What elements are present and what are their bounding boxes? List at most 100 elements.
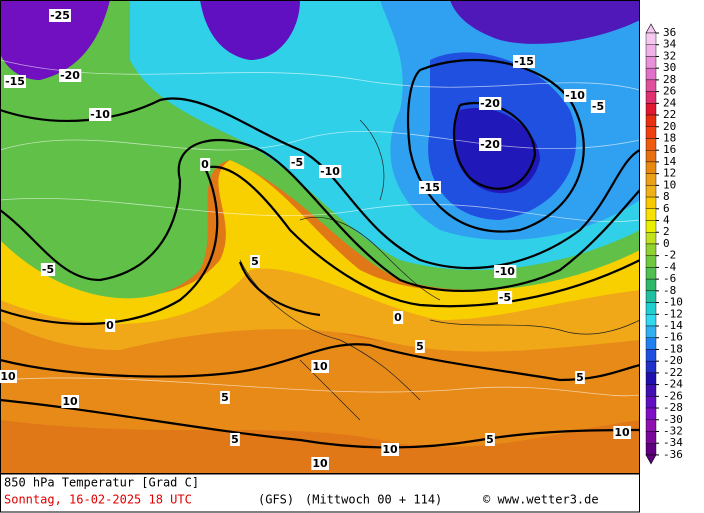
colorbar-label: 22 <box>663 108 676 121</box>
contour-line <box>406 58 585 233</box>
colorbar-cell <box>645 114 657 127</box>
colorbar-cell <box>645 103 657 116</box>
colorbar-label: -26 <box>663 389 683 402</box>
colorbar-label: -28 <box>663 401 683 414</box>
contour-label: 10 <box>614 426 630 439</box>
colorbar-label: 10 <box>663 178 676 191</box>
yellow-band <box>0 160 640 324</box>
colorbar-cell <box>645 173 657 186</box>
model-run: (Mittwoch 00 + 114) <box>305 493 442 507</box>
colorbar-cell <box>645 302 657 315</box>
contour-label-box <box>479 138 502 151</box>
colorbar-arrow <box>645 23 657 34</box>
colorbar-cell <box>645 79 657 92</box>
contour-label-box <box>319 165 342 178</box>
contour-line <box>0 261 640 382</box>
contour-label-box <box>415 340 425 353</box>
contour-label: -5 <box>42 263 54 276</box>
colorbar-cell <box>645 372 657 385</box>
model-name: (GFS) <box>258 493 294 507</box>
colorbar-cell <box>645 290 657 303</box>
contour-label-box <box>575 371 585 384</box>
colorbar-label: -30 <box>663 413 683 426</box>
colorbar-label: -2 <box>663 249 676 262</box>
colorbar-label: -10 <box>663 296 683 309</box>
contour-label-box <box>250 255 260 268</box>
contour-label-box <box>494 265 517 278</box>
colorbar-cell <box>645 255 657 268</box>
contour-line <box>452 102 537 190</box>
contour-label: 10 <box>312 457 328 470</box>
purple-field <box>200 0 300 60</box>
contour-label-box <box>105 319 116 332</box>
map-area <box>0 0 640 473</box>
contour-label-box <box>311 360 329 373</box>
contour-label-box <box>613 426 631 439</box>
contour-labels: -20 -20 -15 -10 -5 0 0 5 5 10 10 10 10 10 10 5 5 5 -5 -10 -1… <box>0 9 631 470</box>
contour-label: 5 <box>251 255 259 268</box>
colorbar-cell <box>645 267 657 280</box>
colorbar-cell <box>645 138 657 151</box>
colorbar-label: 32 <box>663 49 676 62</box>
contour-label-box <box>590 100 606 113</box>
contour-label: 5 <box>486 433 494 446</box>
contour-label-box <box>89 108 112 121</box>
colorbar-cell <box>645 337 657 350</box>
contour-label-box <box>40 263 56 276</box>
colorbar-label: -4 <box>663 260 677 273</box>
contour-label: 5 <box>416 340 424 353</box>
contour-label: -5 <box>499 291 511 304</box>
contour-label: -20 <box>480 97 500 110</box>
contour-label-box <box>59 69 82 82</box>
map-title: 850 hPa Temperatur [Grad C] <box>4 476 199 490</box>
contour-label-box <box>564 89 587 102</box>
colorbar-label: -18 <box>663 342 683 355</box>
colorbar-label: -16 <box>663 331 683 344</box>
colorbar-label: 6 <box>663 202 670 215</box>
footer-border <box>0 473 640 513</box>
colorbar-label: 2 <box>663 225 670 238</box>
contour-label-box <box>485 433 495 446</box>
colorbar-cell <box>645 56 657 69</box>
colorbar-cell <box>645 208 657 221</box>
colorbar-cell <box>645 67 657 81</box>
contour-label: 10 <box>62 395 78 408</box>
colorbar-label: 18 <box>663 131 676 144</box>
colorbar-label: 24 <box>663 96 677 109</box>
contour-label-box <box>393 311 404 324</box>
colorbar-label: 8 <box>663 190 670 203</box>
credit: © www.wetter3.de <box>483 493 599 507</box>
contour-label-box <box>200 158 211 171</box>
colorbar-cell <box>645 91 657 104</box>
contour-label-box <box>230 433 240 446</box>
colorbar-label: 26 <box>663 85 676 98</box>
colorbar-label: 16 <box>663 143 676 156</box>
colorbar-label: -22 <box>663 366 683 379</box>
contour-label: 10 <box>0 370 16 383</box>
contour-label: 10 <box>312 360 328 373</box>
colorbar-label: -36 <box>663 448 683 461</box>
colorbar-label: 12 <box>663 167 676 180</box>
isotherm <box>0 59 640 397</box>
colorbar-label: -12 <box>663 307 683 320</box>
colorbar-cell <box>645 360 657 374</box>
colorbar-label: -24 <box>663 378 683 391</box>
colorbar-cell <box>645 314 657 327</box>
contour-label-box <box>311 457 329 470</box>
valid-date: Sonntag, 16-02-2025 18 UTC <box>4 493 192 507</box>
colorbar-cell <box>645 126 657 139</box>
contour-label-box <box>513 55 535 68</box>
colorbar-label: 14 <box>663 155 677 168</box>
contour-label: -10 <box>320 165 340 178</box>
colorbar-label: 28 <box>663 73 676 86</box>
colorbar-cell <box>645 407 657 420</box>
purple-field <box>450 0 640 44</box>
colorbar-label: 0 <box>663 237 670 250</box>
colorbar-label: 4 <box>663 214 670 227</box>
colorbar-cell <box>645 243 657 256</box>
colorbar-cell <box>645 278 657 292</box>
colorbar-label: 30 <box>663 61 676 74</box>
colorbar-cell <box>645 431 657 444</box>
colorbar-cell <box>645 349 657 362</box>
